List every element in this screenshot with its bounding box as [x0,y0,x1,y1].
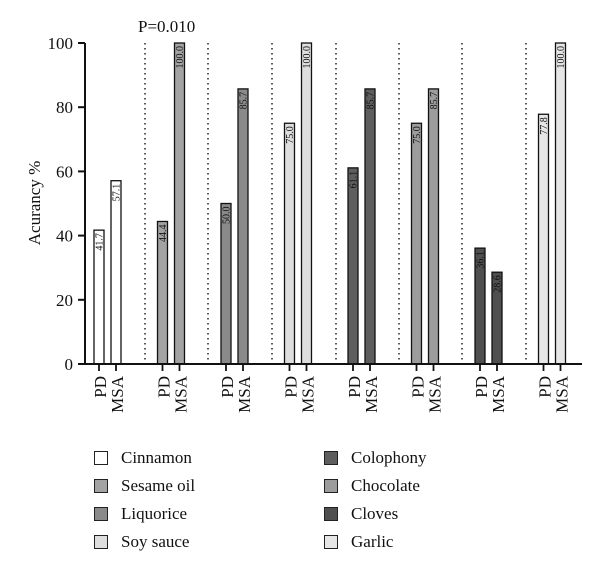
bar-value-label: 75.0 [412,126,423,144]
bar-value-label: 61.1 [349,171,360,189]
x-tick-label: PD [536,376,555,398]
bar-value-label: 100.0 [175,46,186,69]
x-tick-label: MSA [362,375,381,413]
legend-item: Cinnamon [94,448,192,468]
bar [427,88,440,365]
x-tick-label: PD [345,376,364,398]
x-tick-label: PD [472,376,491,398]
legend: Cinnamon Sesame oil Liquorice Soy sauce Colo… [94,448,514,568]
legend-swatch [324,451,338,465]
x-tick-label: MSA [553,375,572,413]
bar-value-label: 85.7 [239,92,250,110]
bar [300,42,313,365]
legend-label: Chocolate [351,476,420,495]
legend-item: Garlic [324,532,393,552]
legend-label: Cinnamon [121,448,192,467]
legend-swatch [94,479,108,493]
legend-item: Liquorice [94,504,187,524]
legend-label: Colophony [351,448,427,467]
bar [173,42,186,365]
x-tick-label: PD [282,376,301,398]
legend-item: Cloves [324,504,398,524]
y-tick-label: 20 [56,291,73,310]
x-tick-label: MSA [489,375,508,413]
legend-label: Soy sauce [121,532,190,551]
x-tick-label: MSA [235,375,254,413]
legend-item: Colophony [324,448,427,468]
bar-chart: 0 20 40 60 80 100 Acurancy % 41.7 PD 57.1 MSA 44.4 P… [25,17,582,413]
bar-value-label: 75.0 [285,126,296,144]
bar-value-label: 44.4 [158,224,169,242]
bar-value-label: 85.7 [366,92,377,110]
bar-value-label: 36.1 [476,251,487,269]
bar [364,88,376,365]
bar [283,122,296,365]
y-tick-label: 40 [56,227,73,246]
bar-value-label: 100.0 [556,46,567,69]
bar [220,202,232,365]
legend-label: Liquorice [121,504,188,523]
legend-swatch [94,507,108,521]
x-tick-label: MSA [299,375,318,413]
x-tick-label: PD [91,376,110,398]
bar [537,113,550,365]
bar-value-label: 50.0 [222,207,233,225]
legend-item: Soy sauce [94,532,189,552]
bar [110,180,122,365]
bar-value-label: 85.7 [429,92,440,110]
legend-item: Chocolate [324,476,420,496]
bar [410,122,423,365]
bar [347,167,359,365]
bar-value-label: 28.6 [493,275,504,293]
y-tick-label: 100 [48,34,74,53]
x-tick-label: MSA [426,375,445,413]
y-tick-label: 60 [56,162,73,181]
legend-label: Cloves [351,504,399,523]
x-tick-label: MSA [108,375,127,413]
legend-swatch [94,535,108,549]
x-tick-label: PD [409,376,428,398]
bar-value-label: 57.1 [112,184,123,202]
y-tick-label: 80 [56,98,73,117]
bar-value-label: 77.8 [539,117,550,134]
legend-swatch [94,451,108,465]
bar-value-label: 100.0 [302,46,313,69]
significance-annotation: P=0.010 [138,17,195,36]
legend-swatch [324,479,338,493]
legend-swatch [324,535,338,549]
legend-item: Sesame oil [94,476,195,496]
legend-label: Garlic [351,532,394,551]
bar [237,88,249,365]
x-tick-label: PD [218,376,237,398]
y-axis-label: Acurancy % [25,161,44,246]
y-tick-label: 0 [65,355,74,374]
bar-value-label: 41.7 [95,233,106,251]
x-tick-label: PD [155,376,174,398]
legend-swatch [324,507,338,521]
x-tick-label: MSA [172,375,191,413]
legend-label: Sesame oil [121,476,196,495]
bar [554,42,567,365]
